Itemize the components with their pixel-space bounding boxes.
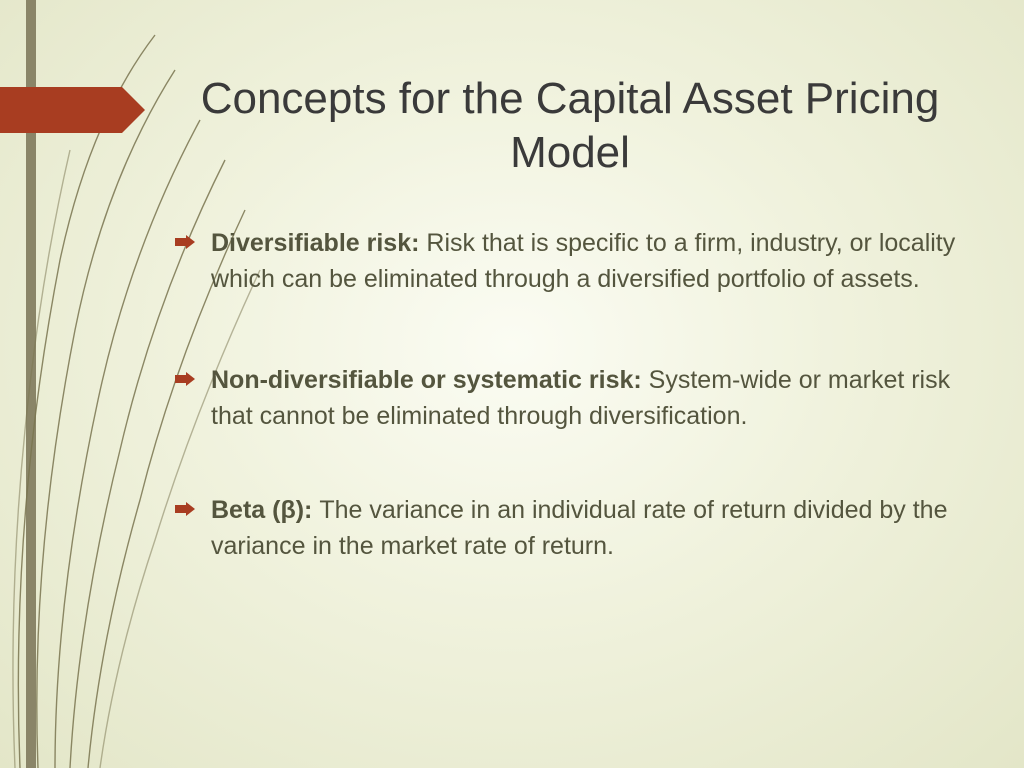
bullet-text: Diversifiable risk: Risk that is specifi… <box>211 225 970 298</box>
bullet-list: Diversifiable risk: Risk that is specifi… <box>175 225 970 565</box>
bullet-arrow-icon <box>175 502 195 516</box>
bullet-term: Beta (β): <box>211 496 319 524</box>
title-accent-arrow <box>0 87 145 133</box>
bullet-text: Non-diversifiable or systematic risk: Sy… <box>211 362 970 435</box>
bullet-definition: The variance in an individual rate of re… <box>211 496 947 560</box>
bullet-item: Beta (β): The variance in an individual … <box>175 492 970 565</box>
slide-title: Concepts for the Capital Asset Pricing M… <box>190 72 950 179</box>
bullet-item: Diversifiable risk: Risk that is specifi… <box>175 225 970 298</box>
bullet-term: Non-diversifiable or systematic risk: <box>211 366 649 394</box>
bullet-item: Non-diversifiable or systematic risk: Sy… <box>175 362 970 435</box>
bullet-arrow-icon <box>175 235 195 249</box>
bullet-term: Diversifiable risk: <box>211 229 426 257</box>
bullet-text: Beta (β): The variance in an individual … <box>211 492 970 565</box>
bullet-arrow-icon <box>175 372 195 386</box>
